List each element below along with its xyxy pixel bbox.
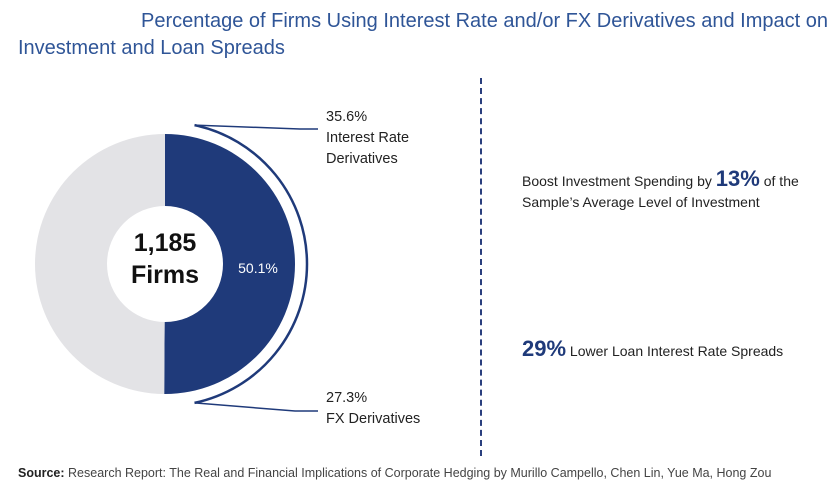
callout-interest-rate-label-1: Interest Rate — [326, 130, 409, 146]
chart-title-line2: Investment and Loan Spreads — [18, 37, 285, 59]
center-count: 1,185 — [134, 229, 197, 257]
donut-hole — [107, 206, 223, 322]
chart-title: Percentage of Firms Using Interest Rate … — [18, 8, 828, 62]
impact-investment-prefix: Boost Investment Spending by — [522, 173, 716, 189]
impact-investment-value: 13% — [715, 166, 760, 191]
impact-loan-value: 29% — [522, 336, 567, 361]
callout-bracket-arc — [194, 123, 309, 405]
callout-interest-rate-label-2: Derivatives — [326, 151, 398, 167]
chart-title-line1: Percentage of Firms Using Interest Rate … — [141, 10, 828, 32]
center-label: Firms — [131, 261, 199, 289]
source-text: Research Report: The Real and Financial … — [64, 466, 772, 480]
slice-label-derivatives: 50.1% — [238, 260, 278, 276]
callout-line-fx — [194, 402, 318, 412]
callout-fx-pct: 27.3% — [326, 390, 367, 406]
donut-slice-derivative-users — [164, 134, 295, 394]
section-divider — [480, 78, 482, 456]
callout-fx-label: FX Derivatives — [326, 411, 420, 427]
impact-investment: Boost Investment Spending by 13% of the … — [522, 168, 822, 213]
source-note: Source: Research Report: The Real and Fi… — [18, 466, 771, 480]
impact-loan: 29% Lower Loan Interest Rate Spreads — [522, 338, 822, 362]
impact-loan-suffix: Lower Loan Interest Rate Spreads — [566, 343, 784, 359]
callout-interest-rate-pct: 35.6% — [326, 109, 367, 125]
callout-line-interest-rate — [194, 124, 318, 130]
donut-slice-other — [34, 134, 165, 394]
source-label: Source: — [18, 466, 65, 480]
impact-investment-suffix: of the Sample’s Average Level of Investm… — [522, 173, 799, 210]
